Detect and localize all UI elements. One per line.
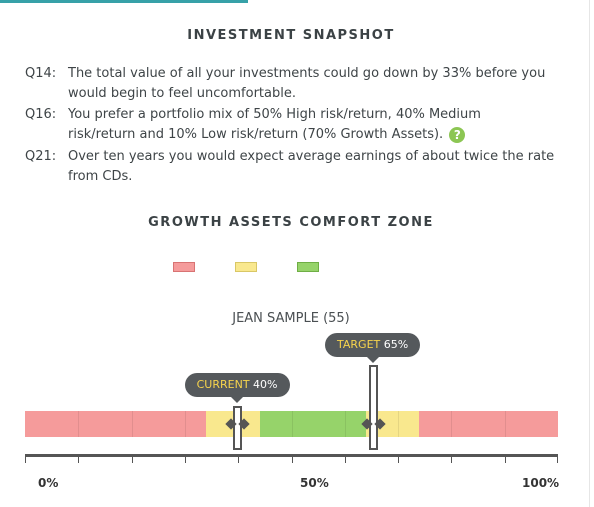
question-text: The total value of all your investments … — [68, 64, 568, 104]
grid-line — [78, 411, 80, 437]
current-tooltip: CURRENT 40% — [184, 373, 290, 403]
grid-line — [504, 411, 506, 437]
axis-tick — [398, 454, 400, 463]
axis-tick — [78, 454, 80, 463]
grid-line — [398, 411, 400, 437]
question-code: Q21: — [25, 149, 57, 164]
question-text: You prefer a portfolio mix of 50% High r… — [68, 105, 568, 145]
target-label: TARGET — [337, 338, 381, 351]
axis-tick — [25, 454, 26, 463]
axis-tick — [504, 454, 506, 463]
comfort-zone-title: GROWTH ASSETS COMFORT ZONE — [148, 215, 434, 230]
axis-tick — [451, 454, 453, 463]
question-line: would begin to feel uncomfortable. — [68, 86, 296, 101]
grid-line — [344, 411, 346, 437]
legend-swatch-red — [173, 262, 195, 272]
question-line: Over ten years you would expect average … — [68, 149, 555, 164]
legend-swatch-yellow — [235, 262, 257, 272]
target-marker[interactable] — [368, 365, 378, 450]
axis-tick — [131, 454, 133, 463]
grid-line — [291, 411, 293, 437]
legend-swatch-green — [297, 262, 319, 272]
question-mark-icon[interactable]: ? — [449, 127, 466, 143]
axis-tick — [184, 454, 186, 463]
comfort-zone-segment — [25, 411, 207, 437]
question-code: Q16: — [25, 107, 57, 122]
question-line: You prefer a portfolio mix of 50% High r… — [68, 107, 481, 122]
question-text: Over ten years you would expect average … — [68, 147, 568, 187]
axis-label-mid: 50% — [300, 476, 329, 490]
target-value: 65% — [383, 338, 409, 351]
grid-line — [451, 411, 453, 437]
axis-label-min: 0% — [38, 476, 59, 490]
tooltip-arrow-icon — [231, 397, 244, 403]
question-line: risk/return and 10% Low risk/return (70%… — [68, 127, 444, 142]
comfort-zone-segment — [259, 411, 367, 437]
right-border — [589, 0, 590, 507]
current-label: CURRENT — [196, 378, 250, 391]
question-line: from CDs. — [68, 169, 133, 184]
axis-tick — [344, 454, 346, 463]
question-line: The total value of all your investments … — [68, 66, 546, 81]
grid-line — [184, 411, 186, 437]
axis-label-max: 100% — [522, 476, 560, 490]
top-accent-line — [0, 0, 248, 3]
question-line-with-help: risk/return and 10% Low risk/return (70%… — [68, 125, 568, 145]
snapshot-title: INVESTMENT SNAPSHOT — [187, 28, 395, 43]
current-value: 40% — [253, 378, 278, 391]
target-tooltip: TARGET 65% — [325, 333, 421, 363]
axis-tick — [291, 454, 293, 463]
tooltip-arrow-icon — [366, 357, 379, 363]
axis-tick — [238, 454, 240, 463]
comfort-zone-bar — [25, 411, 558, 437]
current-marker[interactable] — [233, 406, 243, 450]
axis-tick — [557, 454, 558, 463]
comfort-zone-segment — [419, 411, 558, 437]
question-code: Q14: — [25, 66, 57, 81]
grid-line — [131, 411, 133, 437]
client-name: JEAN SAMPLE (55) — [232, 311, 350, 326]
